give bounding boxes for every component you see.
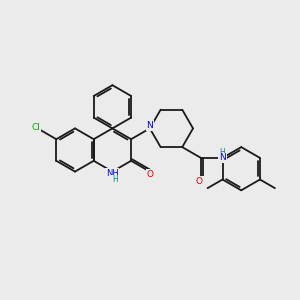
Text: H: H (112, 176, 118, 184)
Text: O: O (146, 169, 153, 178)
Text: Cl: Cl (31, 123, 40, 132)
Text: N: N (146, 121, 153, 130)
Text: N: N (219, 153, 226, 162)
Text: H: H (220, 148, 225, 157)
Text: NH: NH (106, 169, 119, 178)
Text: O: O (196, 176, 203, 185)
